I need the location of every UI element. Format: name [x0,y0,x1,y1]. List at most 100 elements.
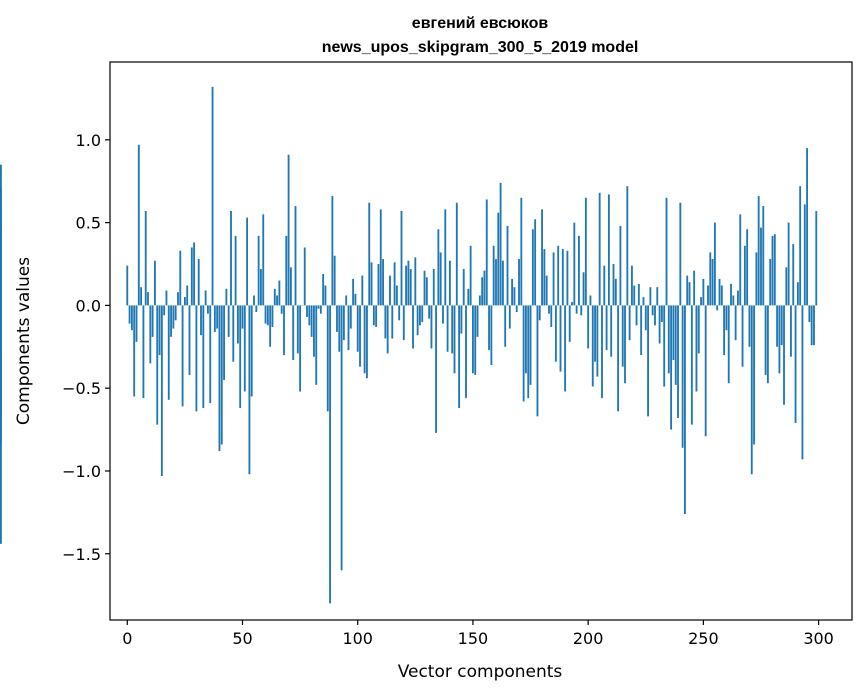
bar-14 [158,305,161,356]
bar-259 [723,305,726,356]
bar-292 [799,186,802,306]
bar-238 [674,305,677,385]
bar-263 [732,295,735,306]
bar-200 [587,305,590,349]
bar-91 [336,305,338,332]
bar-153 [478,295,481,306]
bar-140 [448,260,451,306]
bar-198 [582,272,585,306]
bar-111 [382,259,384,306]
bar-102 [361,275,364,306]
bar-75 [299,305,302,392]
bar-204 [596,305,599,377]
bar-244 [688,282,691,306]
bar-137 [442,305,444,324]
bar-undefined [0,305,2,445]
bar-116 [393,262,396,306]
bar-151 [474,305,477,375]
y-tick-label: −1.0 [62,462,101,481]
bar-220 [633,285,636,306]
bar-79 [308,305,311,326]
x-tick-label: 50 [232,629,252,648]
bar-57 [257,235,260,306]
bar-26 [186,285,189,306]
bar-145 [460,305,463,334]
bar-90 [333,255,336,306]
bar-133 [432,268,435,306]
bar-101 [359,305,361,367]
bar-30 [195,305,198,412]
bar-83 [317,305,320,309]
bar-181 [543,249,546,306]
bar-214 [619,225,622,306]
bar-234 [665,197,668,306]
bar-174 [527,305,530,399]
bar-13 [156,305,159,425]
bar-66 [278,280,281,306]
bar-87 [326,305,329,412]
bar-27 [188,305,191,375]
bar-125 [414,257,417,306]
bar-149 [469,245,472,306]
bar-113 [386,305,389,354]
bar-237 [672,305,675,361]
bar-126 [416,305,419,336]
bar-12 [154,260,156,306]
bar-217 [626,186,629,306]
bar-146 [462,268,465,306]
plot-frame [109,61,853,621]
bar-97 [349,305,352,329]
bar-190 [564,305,567,392]
bar-166 [508,305,511,329]
bar-135 [437,229,440,306]
bar-141 [451,305,454,354]
bar-32 [200,305,202,336]
bar-152 [476,305,479,337]
bar-254 [711,259,714,306]
x-tick-label: 300 [803,629,834,648]
bar-279 [769,259,772,306]
bar-71 [289,267,292,306]
bar-294 [803,204,806,306]
bar-1 [128,305,131,324]
bar-265 [737,290,739,306]
bar-25 [183,297,186,306]
bar-64 [273,288,276,306]
bar-269 [746,229,749,306]
bar-272 [753,305,755,445]
bar-86 [324,285,327,306]
bar-288 [790,305,792,357]
bar-182 [545,275,548,306]
bar-55 [253,295,255,306]
x-tick-label: 150 [458,629,489,648]
bar-17 [165,290,168,306]
bar-10 [149,305,152,364]
bar-208 [605,305,608,351]
bar-4 [135,305,138,342]
bar-233 [663,305,666,387]
bar-235 [667,305,670,374]
bar-47 [234,235,237,306]
bar-290 [794,305,797,423]
bar-192 [568,305,571,342]
bar-280 [771,235,774,306]
bar-243 [686,275,689,306]
bar-160 [495,259,497,306]
bar-186 [554,305,557,362]
bar-158 [490,305,493,366]
bar-124 [412,305,414,349]
bar-287 [787,222,790,306]
bar-73 [294,206,297,306]
bar-222 [637,283,640,306]
y-tick-label: 1.0 [76,131,101,150]
bar-92 [338,305,341,352]
bar-undefined [0,285,2,306]
bar-106 [370,262,373,306]
bars-group [0,86,818,604]
bar-271 [750,305,753,475]
y-axis-ticks: −1.5 −1.0 −0.5 0.0 0.5 1.0 [62,131,110,564]
bar-16 [163,305,166,316]
bar-11 [151,305,154,337]
bar-157 [488,305,490,351]
bar-177 [534,219,537,306]
